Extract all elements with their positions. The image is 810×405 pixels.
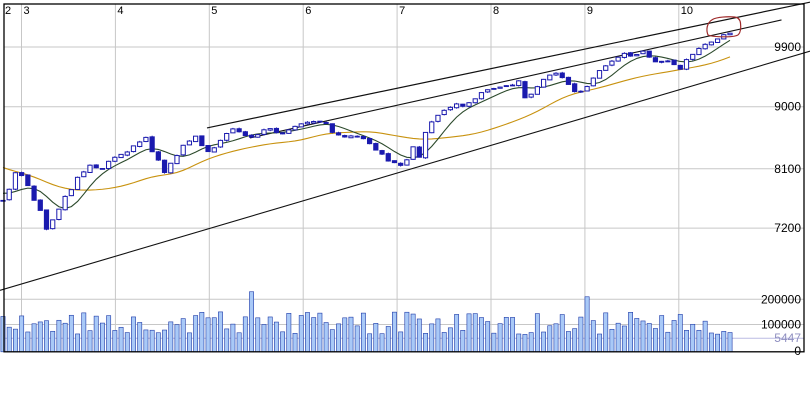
svg-text:2: 2 [5,5,11,17]
svg-text:9900: 9900 [774,40,801,54]
svg-text:4: 4 [117,5,123,17]
svg-text:9: 9 [587,5,593,17]
svg-text:7200: 7200 [774,221,801,235]
svg-text:9000: 9000 [774,100,801,114]
svg-text:5: 5 [211,5,217,17]
svg-text:200000: 200000 [761,292,801,306]
svg-text:100000: 100000 [761,318,801,332]
svg-text:6: 6 [305,5,311,17]
svg-text:8: 8 [493,5,499,17]
svg-text:3: 3 [24,5,30,17]
svg-text:8100: 8100 [774,162,801,176]
svg-text:0: 0 [794,344,801,358]
svg-text:7: 7 [399,5,405,17]
svg-text:10: 10 [681,5,693,17]
